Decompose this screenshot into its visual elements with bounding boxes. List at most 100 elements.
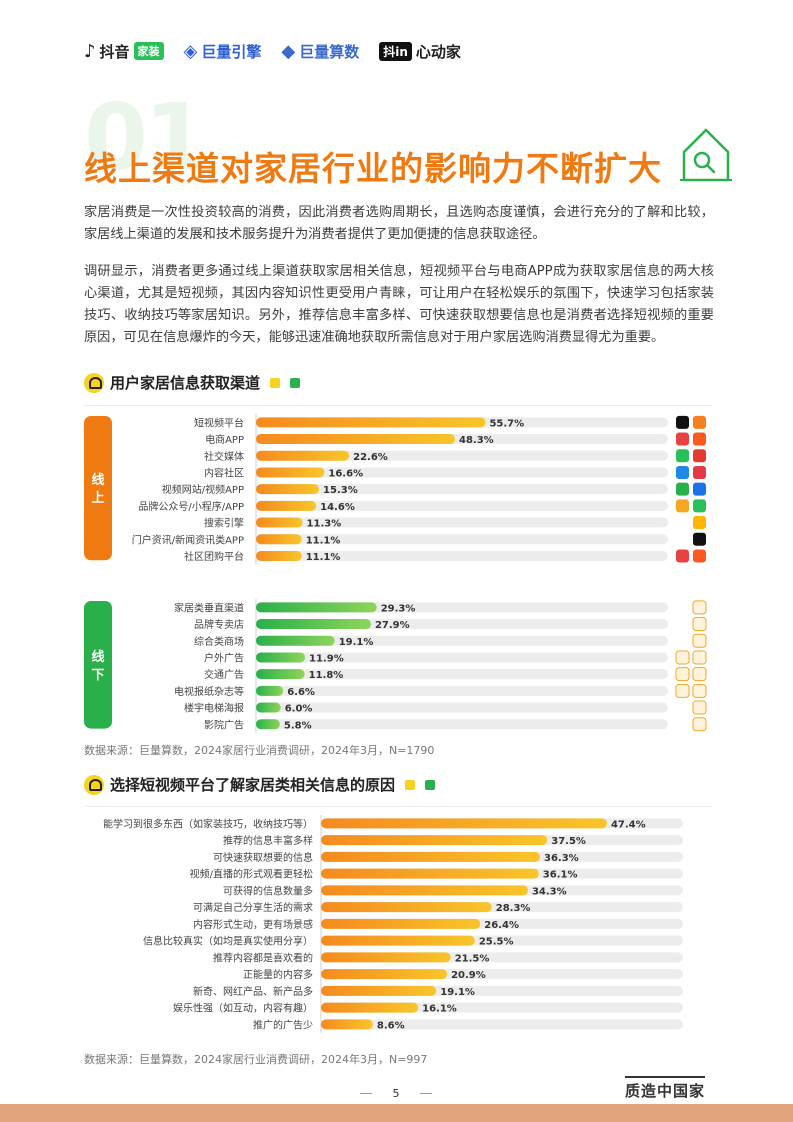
house-icon xyxy=(680,128,732,182)
cinema-icon xyxy=(692,717,707,732)
bar-track xyxy=(256,550,668,561)
tencent-video-icon xyxy=(693,482,706,496)
bar xyxy=(256,500,317,511)
value-label: 34.3% xyxy=(532,886,567,897)
yellow-square-icon xyxy=(405,779,416,790)
moments-icon xyxy=(693,499,706,513)
bar xyxy=(321,868,539,879)
elevator-icon xyxy=(692,700,707,715)
ocean-arithmetic-icon: ◆ xyxy=(281,40,296,62)
bar xyxy=(256,619,371,630)
reasons-chart-svg: 能学习到很多东西（如家装技巧，收纳技巧等） 47.4% 推荐的信息丰富多样 37.5%… xyxy=(103,815,683,1033)
billboard-icon xyxy=(675,650,690,665)
bar-track xyxy=(256,669,668,680)
bar-track xyxy=(256,500,668,511)
value-label: 20.9% xyxy=(451,970,486,981)
channel-chart: 线上短视频平台 55.7% 电商APP 48.3% 社交媒体 22.6% 内容社区 16.6%… xyxy=(84,405,712,735)
value-label: 5.8% xyxy=(284,720,312,731)
section-bullet-icon xyxy=(84,372,104,393)
value-label: 11.9% xyxy=(309,653,344,664)
bar-track xyxy=(321,1019,683,1030)
bar-track xyxy=(256,685,668,696)
bar xyxy=(256,635,335,646)
category-label: 新奇、网红产品、新产品多 xyxy=(193,985,313,998)
ocean-engine-logo: ◈ 巨量引擎 xyxy=(184,41,262,62)
value-label: 37.5% xyxy=(551,836,586,847)
category-label: 电商APP xyxy=(205,433,244,446)
value-label: 19.1% xyxy=(440,987,475,998)
footer-dash xyxy=(420,1093,432,1094)
value-label: 19.1% xyxy=(339,637,374,648)
footer-brand: 质造中国家 xyxy=(624,1076,705,1101)
section-number: 01 xyxy=(84,84,208,191)
value-label: 27.9% xyxy=(375,620,410,631)
green-square-icon xyxy=(425,779,436,790)
value-label: 47.4% xyxy=(611,819,646,830)
bar xyxy=(321,952,451,963)
bar xyxy=(256,450,350,461)
bar xyxy=(256,685,284,696)
bar-track xyxy=(256,702,668,713)
value-label: 6.6% xyxy=(287,687,315,698)
bar xyxy=(321,1002,419,1013)
chart2-title: 选择短视频平台了解家居类相关信息的原因 xyxy=(110,776,396,794)
douyin-in-icon: 抖in xyxy=(379,41,412,61)
page-number: 5 xyxy=(392,1087,400,1100)
chart1-title: 用户家居信息获取渠道 xyxy=(110,374,261,392)
bar xyxy=(321,835,548,846)
value-label: 6.0% xyxy=(285,704,313,715)
bar xyxy=(256,417,486,428)
bar xyxy=(321,902,492,913)
category-label: 推荐的信息丰富多样 xyxy=(223,834,313,847)
group-pill-0 xyxy=(84,416,112,561)
category-label: 可快速获取想要的信息 xyxy=(213,851,313,864)
category-label: 品牌公众号/小程序/APP xyxy=(138,500,244,513)
bus-icon xyxy=(675,667,690,682)
taobao-icon xyxy=(676,432,689,446)
iqiyi-icon xyxy=(676,482,689,496)
bar-track xyxy=(256,719,668,730)
category-label: 影院广告 xyxy=(204,718,244,731)
category-label: 门户资讯/新闻资讯类APP xyxy=(132,533,244,546)
bar xyxy=(256,484,320,495)
bar-track xyxy=(256,450,668,461)
shop-icon xyxy=(692,617,707,632)
bar-track xyxy=(256,467,668,478)
category-label: 内容社区 xyxy=(204,466,244,479)
category-label: 娱乐性强（如互动，内容有趣） xyxy=(173,1002,313,1015)
chart1-source: 数据来源：巨量算数，2024家居行业消费调研，2024年3月，N=1790 xyxy=(84,744,435,757)
category-label: 推荐内容都是喜欢看的 xyxy=(213,951,313,964)
miniprogram-icon xyxy=(676,499,689,513)
group-label: 下 xyxy=(91,668,104,683)
category-label: 综合类商场 xyxy=(194,635,244,648)
value-label: 22.6% xyxy=(353,452,388,463)
pinduoduo-icon xyxy=(693,549,706,563)
value-label: 15.3% xyxy=(323,485,358,496)
signboard-icon xyxy=(692,650,707,665)
chart2-source: 数据来源：巨量算数，2024家居行业消费调研，2024年3月，N=997 xyxy=(84,1053,428,1066)
category-label: 楼宇电梯海报 xyxy=(184,702,244,715)
bar-track xyxy=(256,484,668,495)
bar xyxy=(321,851,541,862)
value-label: 36.1% xyxy=(543,870,578,881)
value-label: 25.5% xyxy=(479,937,514,948)
wechat-icon xyxy=(676,449,689,463)
section-bullet-icon xyxy=(84,774,104,795)
yellow-square-icon xyxy=(270,377,281,388)
bar xyxy=(256,517,303,528)
value-label: 14.6% xyxy=(320,502,355,513)
group-pill-1 xyxy=(84,601,112,729)
category-label: 家居类垂直渠道 xyxy=(174,601,244,614)
bar xyxy=(256,534,302,545)
bottom-bar xyxy=(0,1104,793,1122)
bar xyxy=(321,885,528,896)
home-tag: 家装 xyxy=(133,42,164,60)
category-label: 视频网站/视频APP xyxy=(162,483,244,496)
meituan-icon xyxy=(676,549,689,563)
research-paragraph: 调研显示，消费者更多通过线上渠道获取家居相关信息，短视频平台与电商APP成为获取… xyxy=(84,264,714,345)
value-label: 55.7% xyxy=(489,418,524,429)
xigua-icon xyxy=(693,415,706,429)
zhihu-icon xyxy=(676,465,689,479)
value-label: 16.6% xyxy=(328,468,363,479)
group-label: 上 xyxy=(91,491,104,506)
